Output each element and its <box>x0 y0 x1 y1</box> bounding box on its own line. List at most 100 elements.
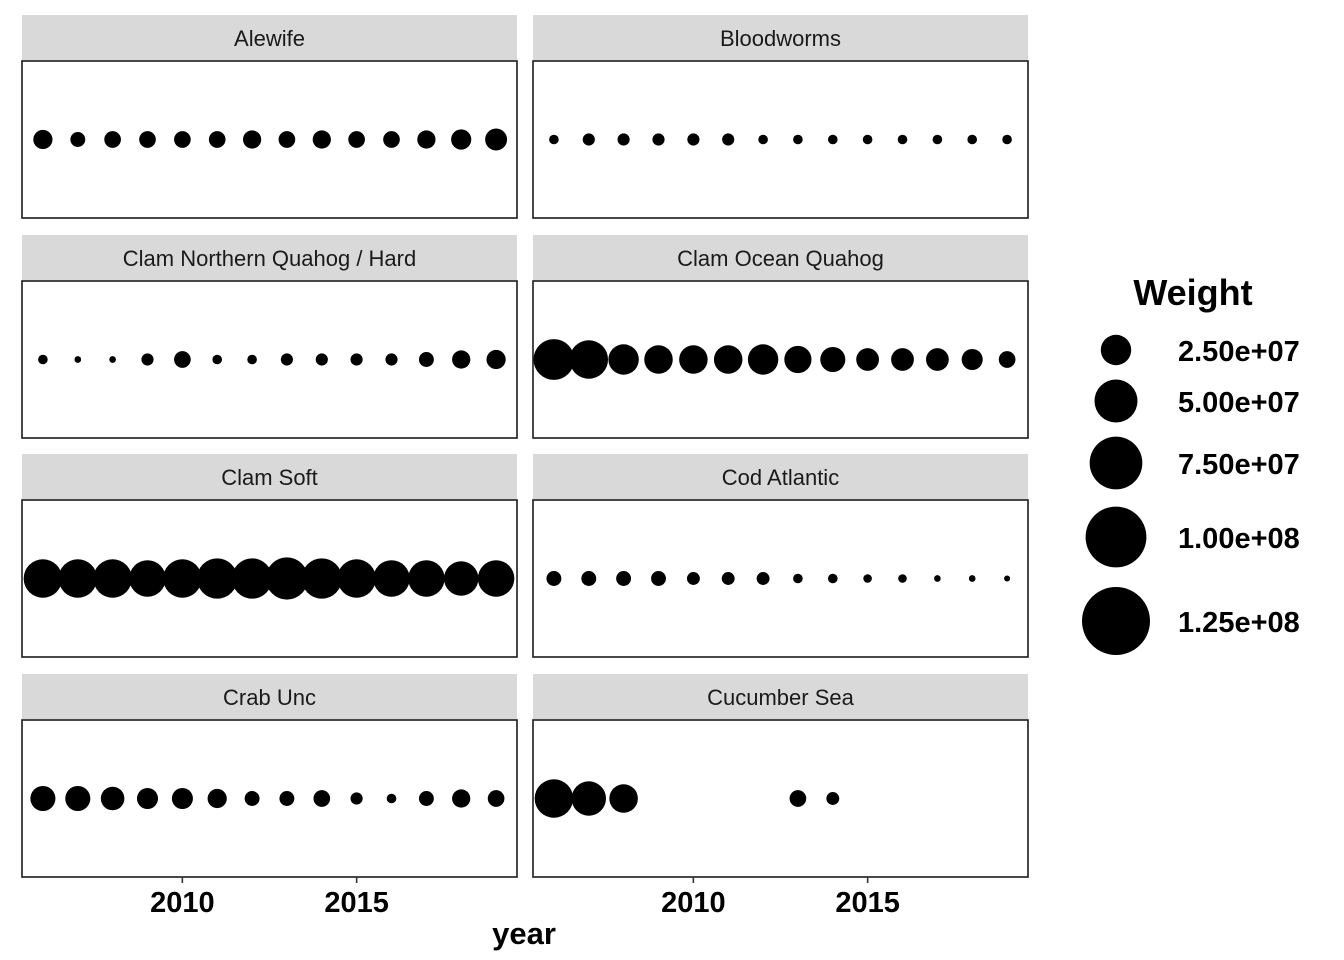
data-point <box>571 781 606 816</box>
data-point <box>486 349 506 370</box>
data-point <box>385 353 398 366</box>
data-point <box>827 573 838 584</box>
data-point <box>171 787 193 810</box>
data-point <box>722 133 735 146</box>
data-point <box>348 131 365 148</box>
data-point <box>23 559 63 598</box>
facet-strip <box>533 15 1028 60</box>
data-point <box>652 133 665 146</box>
data-point <box>862 134 873 145</box>
data-point <box>418 791 434 806</box>
data-point <box>208 131 226 148</box>
data-point <box>1002 134 1012 145</box>
data-point <box>747 344 779 375</box>
facet-plot-area <box>21 60 518 219</box>
data-point <box>279 791 295 806</box>
data-point <box>444 561 479 596</box>
facet-panel: Clam Ocean Quahog <box>532 235 1029 439</box>
data-point <box>337 559 376 598</box>
x-tick-label: 2015 <box>324 887 389 919</box>
size-legend: Weight 2.50e+07 5.00e+07 7.50e+07 1.00e+08 1… <box>1082 272 1300 655</box>
data-point <box>477 560 515 597</box>
data-point <box>313 790 331 807</box>
data-point <box>350 792 363 805</box>
data-point <box>139 131 156 148</box>
data-point <box>315 353 328 366</box>
x-tick-label: 2015 <box>835 887 900 919</box>
data-point <box>312 130 331 149</box>
data-point <box>74 356 82 363</box>
facet-panel: Cod Atlantic <box>532 454 1029 658</box>
data-point <box>109 356 116 363</box>
facet-panel: Crab Unc <box>21 674 518 878</box>
data-point <box>758 134 768 145</box>
data-point <box>898 574 907 583</box>
facet-panels: Alewife Bloodworms Clam Northern Quahog / … <box>21 15 1029 878</box>
legend-key-label: 5.00e+07 <box>1178 387 1300 419</box>
data-point <box>581 571 597 586</box>
facet-panel: Cucumber Sea <box>532 674 1029 878</box>
data-point <box>278 131 296 148</box>
data-point <box>174 131 191 148</box>
data-point <box>1004 575 1011 582</box>
data-point <box>756 572 770 585</box>
facet-strip-label: Crab Unc <box>223 685 316 710</box>
facet-strip-label: Alewife <box>234 26 305 51</box>
data-point <box>100 786 125 811</box>
data-point <box>231 558 273 599</box>
data-point <box>644 345 673 374</box>
facet-strip <box>533 674 1028 719</box>
facet-strip <box>533 235 1028 280</box>
data-point <box>242 130 262 149</box>
data-point <box>408 560 445 597</box>
data-point <box>608 344 639 375</box>
data-point <box>932 134 943 145</box>
data-point <box>863 574 872 583</box>
data-point <box>897 134 908 145</box>
data-point <box>244 791 260 806</box>
data-point <box>265 557 308 600</box>
facet-strip <box>22 454 517 499</box>
facet-strip-label: Bloodworms <box>720 26 841 51</box>
data-point <box>827 134 838 145</box>
data-point <box>418 352 434 367</box>
data-point <box>616 571 632 586</box>
data-point <box>65 785 91 812</box>
x-tick-label: 2010 <box>661 887 726 919</box>
data-point <box>934 575 941 582</box>
data-point <box>856 348 879 371</box>
facet-panel: Bloodworms <box>532 15 1029 219</box>
data-point <box>609 784 638 813</box>
data-point <box>651 571 666 586</box>
data-point <box>373 560 410 597</box>
data-point <box>784 345 812 374</box>
data-point <box>174 351 191 368</box>
data-point <box>141 353 154 366</box>
legend-key-label: 7.50e+07 <box>1178 449 1300 481</box>
facet-strip <box>22 235 517 280</box>
facet-strip-label: Clam Soft <box>221 465 318 490</box>
data-point <box>967 134 978 145</box>
data-point <box>679 345 708 374</box>
data-point <box>961 348 983 371</box>
data-point <box>280 353 293 366</box>
data-point <box>721 572 735 585</box>
data-point <box>104 131 121 148</box>
data-point <box>452 350 471 369</box>
data-point <box>968 575 976 582</box>
data-point <box>687 133 700 146</box>
data-point <box>891 348 914 371</box>
data-point <box>533 339 575 380</box>
x-tick-label: 2010 <box>150 887 215 919</box>
data-point <box>247 354 257 365</box>
data-point <box>826 792 840 805</box>
data-point <box>485 128 508 151</box>
data-point <box>793 573 803 584</box>
data-point <box>70 132 86 147</box>
data-point <box>350 353 363 366</box>
facet-plot-area <box>532 499 1029 658</box>
data-point <box>301 558 342 599</box>
data-point <box>383 131 400 148</box>
data-point <box>30 785 56 812</box>
facet-plot-area <box>21 719 518 878</box>
